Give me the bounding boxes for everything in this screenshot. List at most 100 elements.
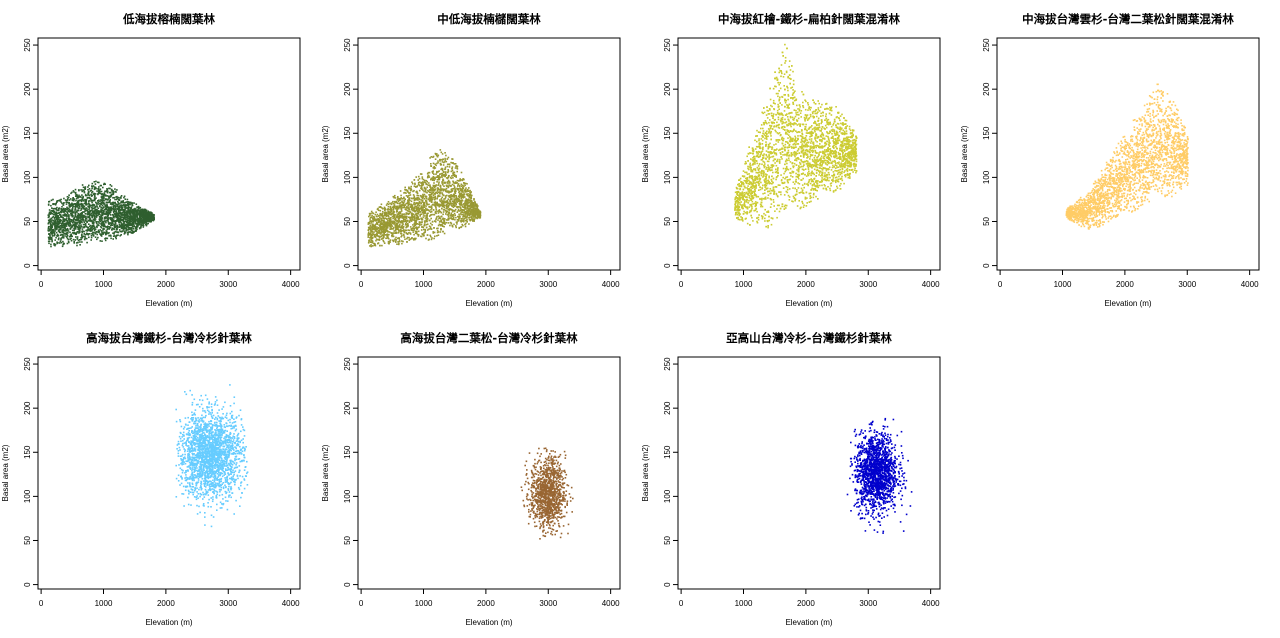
data-point xyxy=(68,199,71,201)
data-point xyxy=(402,202,405,204)
data-point xyxy=(78,199,81,202)
data-point xyxy=(88,228,90,231)
data-point xyxy=(377,242,379,245)
data-point xyxy=(128,201,131,204)
data-point xyxy=(56,219,59,222)
data-point xyxy=(74,188,77,191)
data-point xyxy=(72,221,75,223)
data-point xyxy=(459,213,462,215)
data-point xyxy=(436,227,438,230)
data-point xyxy=(393,223,395,225)
data-point xyxy=(466,218,468,221)
data-point xyxy=(139,210,141,212)
data-point xyxy=(108,201,111,203)
data-point xyxy=(47,225,50,228)
data-point xyxy=(87,219,90,222)
y-tick-label: 150 xyxy=(23,126,32,140)
data-point xyxy=(122,201,124,203)
data-point xyxy=(140,212,142,214)
data-point xyxy=(412,231,414,233)
data-point xyxy=(438,170,440,172)
data-point xyxy=(55,212,58,214)
data-point xyxy=(80,209,82,212)
data-point xyxy=(463,195,465,198)
data-point xyxy=(114,220,117,222)
data-point xyxy=(95,180,97,183)
data-point xyxy=(115,215,117,218)
data-point xyxy=(416,202,418,204)
data-point xyxy=(397,217,400,220)
data-point xyxy=(445,174,448,176)
data-point xyxy=(432,176,435,178)
data-point xyxy=(118,215,121,218)
data-point xyxy=(84,236,86,238)
data-point xyxy=(119,209,121,211)
data-point xyxy=(462,197,465,199)
data-point xyxy=(471,215,473,218)
data-point xyxy=(434,197,437,199)
data-point xyxy=(401,200,403,202)
data-point xyxy=(55,209,58,211)
data-point xyxy=(109,195,112,198)
data-point xyxy=(108,209,111,212)
data-point xyxy=(420,223,423,226)
data-point xyxy=(124,216,127,219)
data-point xyxy=(80,202,83,205)
data-point xyxy=(377,209,380,212)
data-point xyxy=(454,199,457,201)
data-point xyxy=(124,202,126,204)
data-point xyxy=(389,206,392,209)
data-point xyxy=(57,220,60,223)
data-point xyxy=(442,189,444,192)
data-point xyxy=(417,203,419,206)
data-point xyxy=(430,196,433,199)
data-point xyxy=(102,209,105,212)
data-point xyxy=(76,202,78,204)
data-point xyxy=(456,206,459,209)
data-point xyxy=(400,194,402,197)
data-point xyxy=(123,211,125,214)
data-point xyxy=(148,215,150,218)
data-point xyxy=(130,231,132,233)
data-point xyxy=(441,188,444,190)
data-point xyxy=(380,203,383,206)
data-point xyxy=(454,182,456,184)
data-point xyxy=(439,149,442,151)
data-point xyxy=(376,226,378,228)
data-point xyxy=(474,200,476,203)
data-point xyxy=(115,216,118,219)
data-point xyxy=(442,205,444,207)
data-point xyxy=(445,213,447,215)
data-point xyxy=(378,238,381,240)
data-point xyxy=(137,224,140,226)
data-point xyxy=(409,226,412,228)
data-point xyxy=(128,211,131,213)
data-point xyxy=(90,212,93,215)
data-point xyxy=(431,224,433,226)
data-point xyxy=(423,190,425,193)
data-point xyxy=(103,231,105,233)
data-point xyxy=(92,234,95,236)
data-point xyxy=(413,237,416,240)
data-point xyxy=(131,202,134,204)
data-point xyxy=(116,220,118,222)
data-point xyxy=(65,214,67,217)
data-point xyxy=(428,197,430,199)
data-point xyxy=(384,225,387,227)
data-point xyxy=(85,215,87,218)
data-point xyxy=(123,209,125,211)
data-point xyxy=(409,192,411,194)
data-point xyxy=(123,216,125,219)
data-point xyxy=(426,220,428,223)
data-point xyxy=(430,238,433,241)
data-point xyxy=(460,208,462,211)
data-point xyxy=(143,208,146,211)
data-point xyxy=(404,224,407,226)
data-point xyxy=(382,237,384,240)
data-point xyxy=(106,188,108,190)
data-point xyxy=(70,235,72,237)
data-point xyxy=(81,190,83,193)
data-point xyxy=(123,222,125,224)
data-point xyxy=(434,163,436,165)
data-point xyxy=(127,226,130,229)
